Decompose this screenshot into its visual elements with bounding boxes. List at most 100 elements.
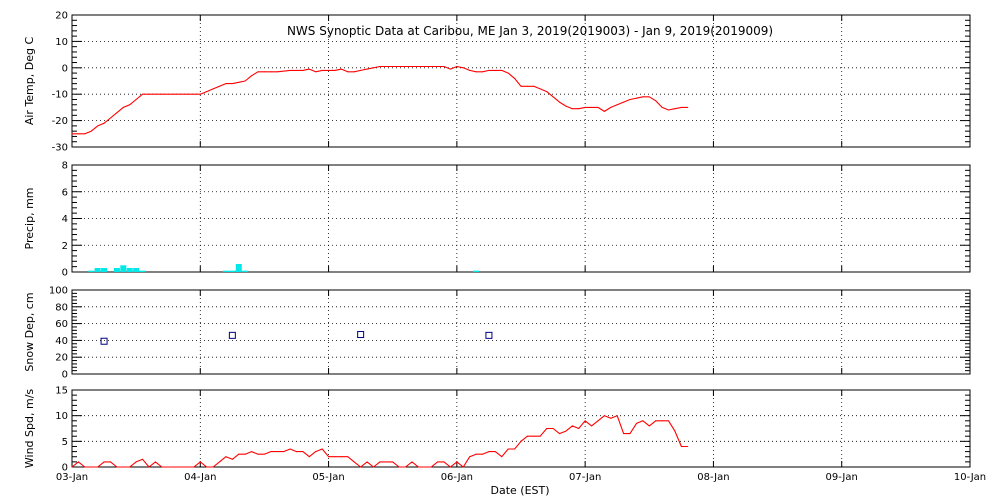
snow-depth-marker — [228, 331, 236, 339]
data-point — [366, 461, 368, 463]
data-point — [270, 71, 272, 73]
data-point — [437, 461, 439, 463]
data-point — [635, 422, 637, 424]
data-point — [379, 461, 381, 463]
data-point — [482, 71, 484, 73]
data-point — [180, 466, 182, 468]
data-point — [238, 81, 240, 83]
snow-depth-marker — [100, 337, 108, 345]
y-tick-label: 0 — [62, 63, 68, 74]
y-tick-label: 10 — [55, 411, 68, 422]
data-point — [225, 456, 227, 458]
data-point — [116, 112, 118, 114]
data-point — [289, 69, 291, 71]
data-point — [334, 456, 336, 458]
data-point — [71, 466, 73, 468]
data-point — [308, 456, 310, 458]
y-tick-label: 8 — [62, 161, 68, 172]
data-point — [129, 466, 131, 468]
data-point — [257, 453, 259, 455]
data-point — [494, 69, 496, 71]
data-point — [90, 130, 92, 132]
data-point — [578, 108, 580, 110]
data-point — [462, 67, 464, 69]
data-point — [680, 106, 682, 108]
y-tick-label: -10 — [52, 90, 68, 101]
data-point — [680, 445, 682, 447]
data-point — [443, 461, 445, 463]
data-point — [430, 65, 432, 67]
chart-title: NWS Synoptic Data at Caribou, ME Jan 3, … — [287, 24, 773, 38]
y-tick-label: 5 — [62, 437, 68, 448]
y-tick-label: 10 — [55, 37, 68, 48]
data-point — [360, 69, 362, 71]
data-point — [109, 117, 111, 119]
data-point — [379, 65, 381, 67]
snow-depth-marker — [485, 331, 493, 339]
data-point — [148, 466, 150, 468]
data-point — [340, 68, 342, 70]
y-axis-title: Snow Dep, cm — [23, 292, 36, 371]
data-point — [642, 96, 644, 98]
data-point — [122, 466, 124, 468]
data-point — [443, 65, 445, 67]
precip-bar — [120, 265, 127, 272]
panel-frame — [71, 289, 971, 375]
y-tick-label: 20 — [55, 353, 68, 364]
data-point — [154, 461, 156, 463]
data-point — [270, 451, 272, 453]
snow-depth-marker — [357, 331, 365, 339]
data-point — [109, 461, 111, 463]
panel-snow: 0 20 40 60 80 100 Snow Dep, cm — [23, 286, 971, 381]
data-point — [97, 466, 99, 468]
precip-bar — [126, 267, 133, 272]
data-point — [398, 466, 400, 468]
data-point — [219, 461, 221, 463]
data-point — [552, 96, 554, 98]
data-point — [212, 88, 214, 90]
y-tick-label: 40 — [55, 336, 68, 347]
data-point — [616, 415, 618, 417]
data-point — [539, 88, 541, 90]
data-point — [494, 451, 496, 453]
data-point — [372, 67, 374, 69]
data-point — [122, 106, 124, 108]
data-point — [469, 456, 471, 458]
data-point — [526, 85, 528, 87]
y-axis-title: Precip, mm — [23, 188, 36, 250]
precip-bar — [94, 267, 101, 272]
data-point — [674, 108, 676, 110]
data-point — [199, 93, 201, 95]
data-point — [206, 91, 208, 93]
series-line-temp — [72, 65, 688, 135]
data-point — [199, 461, 201, 463]
y-tick-label: 100 — [49, 286, 68, 297]
data-point — [629, 98, 631, 100]
data-point — [334, 69, 336, 71]
data-point — [328, 456, 330, 458]
precip-bar — [101, 267, 108, 272]
data-point — [340, 456, 342, 458]
data-point — [623, 101, 625, 103]
data-point — [353, 71, 355, 73]
data-point — [276, 71, 278, 73]
panel-temp: -30 -20 -10 0 10 20 Air Temp, Deg C — [23, 11, 971, 154]
data-point — [231, 458, 233, 460]
precip-bar — [133, 267, 140, 272]
data-point — [392, 65, 394, 67]
data-point — [629, 433, 631, 435]
data-point — [514, 77, 516, 79]
data-point — [84, 466, 86, 468]
data-point — [231, 83, 233, 85]
data-point — [526, 435, 528, 437]
data-point — [449, 466, 451, 468]
x-tick-label: 07-Jan — [569, 472, 601, 483]
data-point — [372, 466, 374, 468]
data-point — [520, 85, 522, 87]
data-point — [552, 428, 554, 429]
y-tick-label: 80 — [55, 302, 68, 313]
data-point — [289, 448, 291, 450]
data-point — [430, 466, 432, 468]
panel-frame — [71, 389, 971, 468]
